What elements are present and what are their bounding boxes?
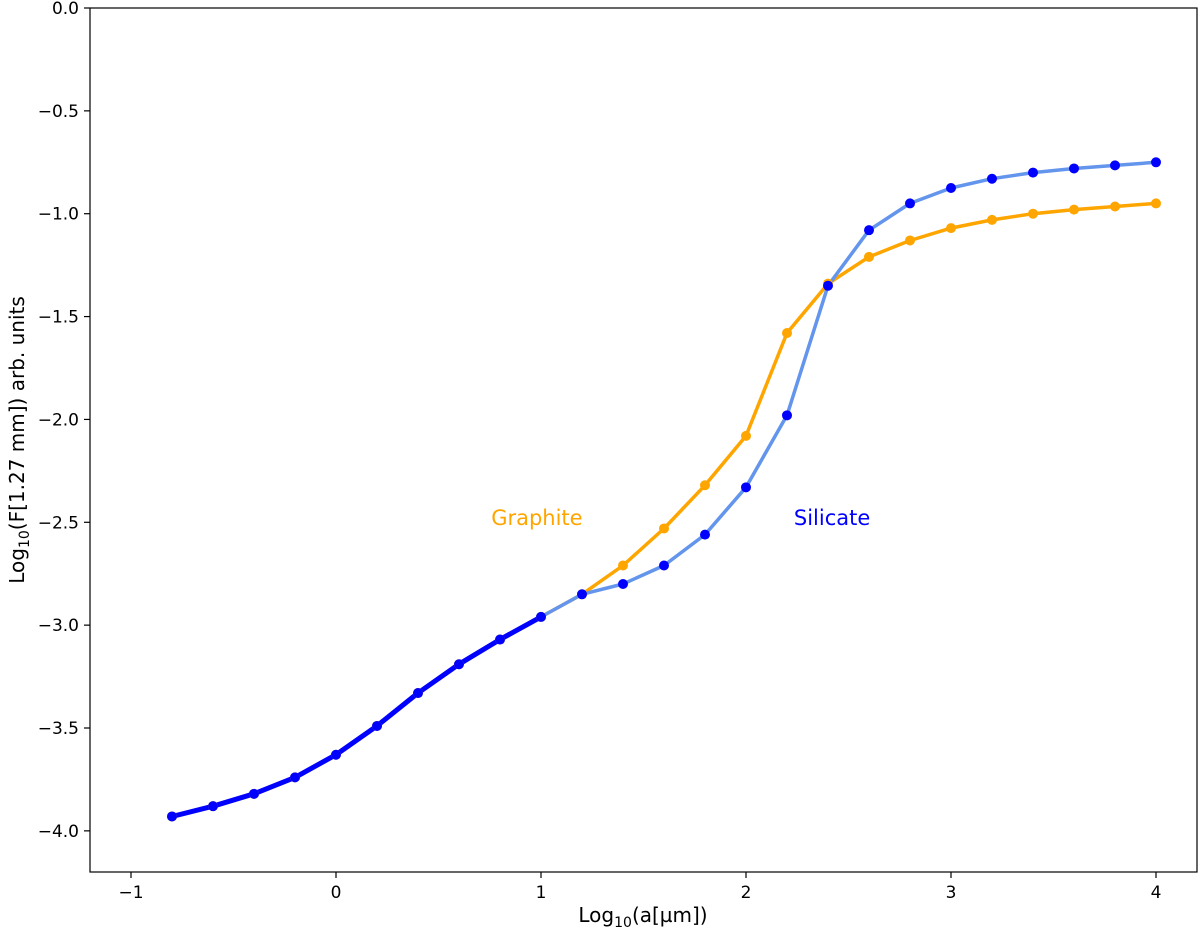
annotation-layer: Graphite Silicate <box>491 506 870 530</box>
silicate-point <box>413 688 423 699</box>
graphite-annotation: Graphite <box>491 506 582 530</box>
silicate-point <box>454 659 464 670</box>
silicate-point <box>823 280 833 291</box>
y-tick-label: −2.5 <box>38 513 79 533</box>
silicate-point <box>700 529 710 540</box>
x-tick-label: 1 <box>536 883 547 903</box>
x-tick-label: 3 <box>946 883 957 903</box>
y-tick-label: −3.0 <box>38 616 79 636</box>
graphite-point <box>946 223 956 234</box>
silicate-point <box>167 811 177 822</box>
silicate-point <box>782 410 792 421</box>
graphite-point <box>1151 198 1161 209</box>
y-tick-label: −4.0 <box>38 822 79 842</box>
silicate-point <box>905 198 915 209</box>
silicate-point <box>249 788 259 799</box>
overlap-line <box>169 614 544 819</box>
silicate-point <box>372 720 382 731</box>
silicate-point <box>495 634 505 645</box>
series-layer <box>167 157 1161 822</box>
y-tick-label: −3.5 <box>38 719 79 739</box>
silicate-point <box>864 225 874 236</box>
silicate-point <box>208 801 218 812</box>
y-tick-label: 0.0 <box>52 0 79 19</box>
x-tick-label: 0 <box>331 883 342 903</box>
silicate-point <box>987 173 997 184</box>
silicate-point <box>946 183 956 193</box>
silicate-point <box>290 772 300 783</box>
silicate-point <box>1028 167 1038 178</box>
silicate-point <box>1151 157 1161 168</box>
y-axis-ticks: 0.0 −0.5 −1.0 −1.5 −2.0 −2.5 −3.0 −3.5 −4.0 <box>38 0 90 842</box>
silicate-point <box>1069 163 1079 174</box>
x-tick-label: 4 <box>1151 883 1162 903</box>
x-axis-title: Log10(a[µm]) <box>578 903 707 931</box>
silicate-point <box>618 579 628 589</box>
graphite-point <box>618 560 628 571</box>
y-axis-title: Log10(F[1.27 mm]) arb. units <box>5 296 33 584</box>
y-tick-label: −1.5 <box>38 308 79 328</box>
y-tick-label: −0.5 <box>38 102 79 122</box>
x-tick-label: −1 <box>118 883 143 903</box>
silicate-line <box>170 160 1158 819</box>
graphite-point <box>905 235 915 246</box>
graphite-point <box>1110 201 1120 212</box>
silicate-point <box>741 482 751 493</box>
graphite-point <box>987 214 997 225</box>
silicate-point <box>536 611 546 622</box>
silicate-point <box>331 749 341 760</box>
y-tick-label: −1.0 <box>38 205 79 225</box>
y-tick-label: −2.0 <box>38 410 79 430</box>
silicate-annotation: Silicate <box>794 506 870 530</box>
silicate-point <box>659 560 669 571</box>
plot-frame <box>89 7 1198 873</box>
graphite-point <box>782 328 792 339</box>
graphite-point <box>659 523 669 534</box>
graphite-point <box>1069 204 1079 215</box>
graphite-line <box>170 201 1158 819</box>
graphite-point <box>1028 208 1038 219</box>
graphite-point <box>864 251 874 262</box>
graphite-point <box>741 430 751 441</box>
x-tick-label: 2 <box>741 883 752 903</box>
silicate-point <box>1110 160 1120 171</box>
silicate-point <box>577 589 587 600</box>
graphite-point <box>700 480 710 491</box>
x-axis-ticks: −1 0 1 2 3 4 <box>118 872 1161 903</box>
